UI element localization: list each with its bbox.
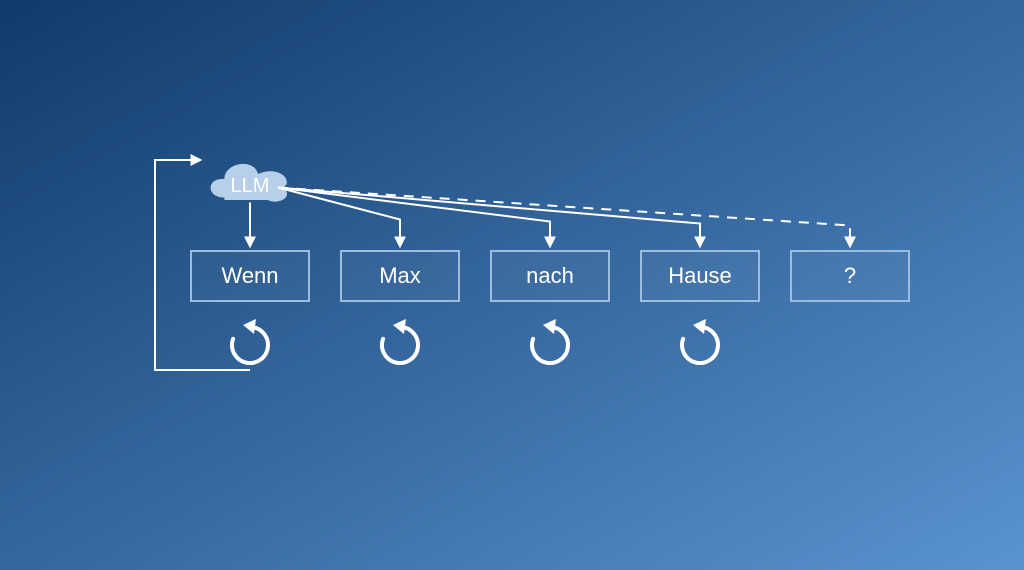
llm-cloud-label: LLM — [210, 175, 290, 198]
token-box-0: Wenn — [190, 250, 310, 302]
token-label: Max — [379, 263, 421, 289]
token-label: ? — [844, 263, 856, 289]
diagram-canvas: LLM Wenn Max nach Hause? — [0, 0, 1024, 570]
token-box-1: Max — [340, 250, 460, 302]
token-label: nach — [526, 263, 574, 289]
token-label: Hause — [668, 263, 732, 289]
token-box-3: Hause — [640, 250, 760, 302]
token-box-2: nach — [490, 250, 610, 302]
token-box-4: ? — [790, 250, 910, 302]
token-label: Wenn — [221, 263, 278, 289]
